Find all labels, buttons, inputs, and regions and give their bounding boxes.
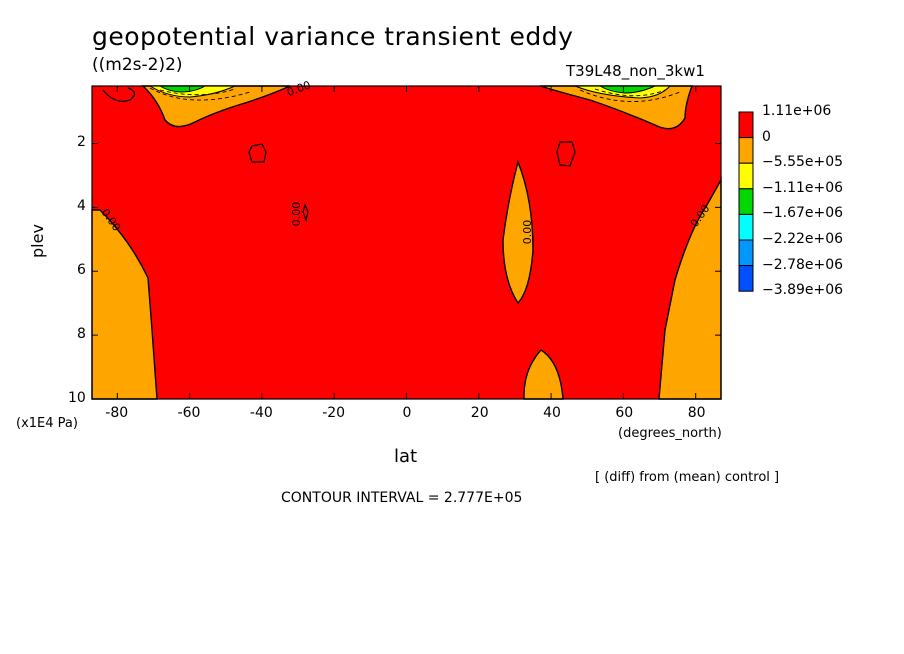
- region-center-bottom: [523, 349, 564, 400]
- region-green-right: [598, 85, 656, 94]
- colorbar-label: 0: [762, 128, 771, 145]
- zero-contour-loops: [102, 87, 576, 223]
- x-tick-label: -40: [249, 405, 273, 421]
- y-tick-label: 8: [77, 326, 86, 343]
- colorbar-swatch: [738, 265, 754, 292]
- chart-units: ((m2s-2)2): [92, 55, 183, 75]
- colorbar-swatch: [738, 239, 754, 267]
- x-tick-label: 80: [687, 405, 706, 421]
- y-tick-marks: [92, 142, 721, 400]
- x-axis-unit: (degrees_north): [618, 426, 722, 441]
- dashed-contour: [159, 88, 236, 96]
- x-tick-label: 20: [470, 405, 489, 421]
- region-left-lower: [91, 209, 158, 400]
- y-tick-label: 4: [77, 198, 86, 215]
- plot-area: [92, 86, 721, 399]
- x-tick-label: -20: [322, 405, 346, 421]
- region-green-left: [158, 85, 207, 93]
- orange-regions: [91, 85, 722, 400]
- loop-lat-neg28: [302, 203, 309, 223]
- colorbar: [738, 111, 754, 292]
- contour-interval: CONTOUR INTERVAL = 2.777E+05: [281, 490, 523, 506]
- chart-title: geopotential variance transient eddy: [92, 22, 574, 51]
- colorbar-label: 1.11e+06: [762, 103, 832, 119]
- colorbar-swatch: [738, 111, 754, 139]
- contour-label: 0.00: [290, 202, 303, 227]
- colorbar-label: −2.78e+06: [762, 256, 844, 273]
- loop-lat-neg42: [248, 143, 267, 163]
- colorbar-swatch: [738, 188, 754, 215]
- diff-note: [ (diff) from (mean) control ]: [595, 470, 780, 485]
- colorbar-label: −1.11e+06: [762, 179, 844, 196]
- x-tick-label: 0: [402, 405, 412, 421]
- region-top-right: [539, 85, 694, 130]
- region-right-lower: [658, 177, 722, 400]
- loop-left-top: [102, 87, 136, 102]
- region-center-column: [502, 159, 534, 305]
- dashed-contour: [594, 88, 666, 97]
- run-id: T39L48_non_3kw1: [566, 62, 705, 80]
- dashed-contour: [579, 89, 681, 102]
- contour-label: 0.00: [521, 220, 534, 245]
- colorbar-swatch: [738, 213, 754, 241]
- colorbar-label: −5.55e+05: [762, 154, 844, 171]
- y-tick-label: 6: [77, 262, 86, 279]
- colorbar-swatch: [738, 137, 754, 164]
- dashed-contour: [149, 87, 251, 101]
- loop-lat-pos43: [556, 141, 576, 167]
- x-tick-label: 60: [615, 405, 634, 421]
- y-tick-label: 10: [68, 390, 86, 406]
- x-tick-marks: [116, 86, 697, 399]
- colorbar-swatch: [738, 162, 754, 190]
- x-axis-label: lat: [394, 446, 418, 467]
- y-tick-label: 2: [77, 134, 86, 151]
- colorbar-label: −1.67e+06: [762, 205, 844, 222]
- x-tick-label: 40: [543, 405, 561, 421]
- colorbar-label: −3.89e+06: [762, 282, 844, 299]
- x-tick-label: -60: [177, 405, 201, 421]
- strong-negative-regions: [148, 85, 672, 99]
- colorbar-label: −2.22e+06: [762, 231, 844, 247]
- y-axis-unit: (x1E4 Pa): [16, 416, 78, 431]
- dashed-contours: [149, 87, 681, 102]
- x-tick-label: -80: [105, 405, 129, 421]
